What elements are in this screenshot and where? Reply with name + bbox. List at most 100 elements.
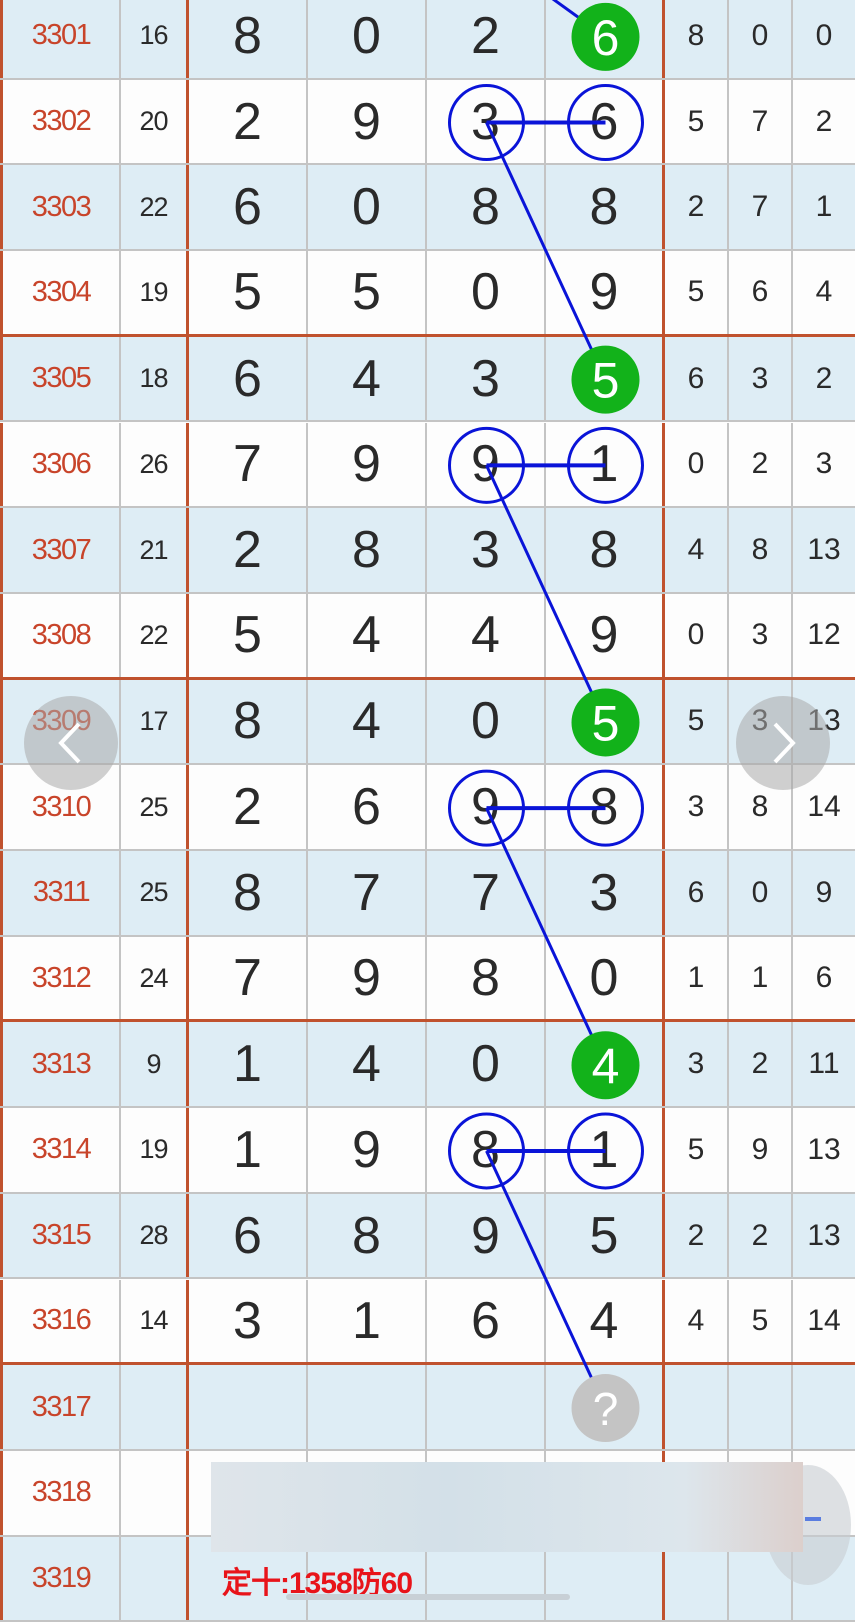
stat-cell: 12 — [807, 618, 841, 652]
stat-cell — [729, 1365, 793, 1449]
stat-cell: 7 — [729, 79, 793, 164]
issue-number: 3312 — [0, 936, 121, 1020]
repeat-circle — [567, 769, 644, 847]
digit-cell: 0 — [427, 251, 546, 334]
green-ball — [571, 2, 640, 71]
sum-value: 14 — [121, 1279, 189, 1363]
table-row: 3307 21 2 8 3 8 4 8 13 — [0, 508, 855, 594]
table-row: 3306 26 7 9 9 1 0 2 3 — [0, 422, 855, 509]
stat-cell: 2 — [665, 1193, 729, 1278]
digit-cell: 2 — [189, 765, 308, 849]
sum-value: 25 — [121, 851, 189, 935]
digit-cell: 9 — [308, 1108, 427, 1192]
digit-cell: 8 — [189, 0, 308, 78]
digit-cell: 7 — [189, 936, 308, 1020]
digit-cell: 5 — [308, 251, 427, 334]
issue-number: 3307 — [0, 508, 121, 592]
issue-number: 3306 — [0, 422, 121, 507]
digit-cell: 7 — [427, 851, 546, 935]
sum-value: 17 — [121, 679, 189, 764]
home-indicator[interactable] — [286, 1594, 570, 1600]
stat-cell: 2 — [815, 104, 833, 138]
digit-cell: 9 — [427, 1193, 546, 1278]
table-row: 3304 19 5 5 0 9 5 6 4 — [0, 251, 855, 337]
stat-cell: 1 — [665, 936, 729, 1020]
stat-cell — [665, 1365, 729, 1449]
digit-cell: 0 — [427, 679, 546, 764]
digit-cell: 9 — [308, 422, 427, 507]
digit-cell — [308, 1536, 427, 1621]
stat-cell: 5 — [665, 251, 729, 334]
green-ball — [571, 1031, 640, 1100]
sum-value: 19 — [121, 1108, 189, 1192]
minus-icon — [805, 1517, 821, 1521]
digit-cell: 0 — [308, 0, 427, 78]
stat-cell: 14 — [807, 1303, 841, 1337]
stat-cell: 0 — [729, 0, 793, 78]
stat-cell: 7 — [729, 165, 793, 250]
sum-value — [121, 1536, 189, 1621]
digit-cell: 3 — [427, 508, 546, 592]
stat-cell: 0 — [665, 593, 729, 677]
digit-cell — [546, 1365, 665, 1449]
digit-cell: 5 — [189, 251, 308, 334]
issue-number: 3315 — [0, 1193, 121, 1278]
repeat-circle — [567, 1112, 644, 1190]
prev-button[interactable] — [24, 696, 118, 790]
repeat-circle — [567, 426, 644, 504]
sum-value: 28 — [121, 1193, 189, 1278]
digit-cell: 4 — [308, 593, 427, 677]
table-row: 3309178405313 — [0, 679, 855, 766]
stat-cell: 11 — [808, 1047, 840, 1081]
repeat-circle — [567, 84, 644, 162]
trend-line — [485, 121, 607, 381]
repeat-circle — [448, 1112, 525, 1190]
issue-number: 3316 — [0, 1279, 121, 1363]
digit-cell — [189, 1365, 308, 1449]
stat-cell: 0 — [729, 851, 793, 935]
sum-value: 21 — [121, 508, 189, 592]
table-row: 3301 16 8 0 2 8 0 0 — [0, 0, 855, 80]
table-row: 3316 14 3 1 6 4 4 5 14 — [0, 1279, 855, 1366]
issue-number: 3310 — [0, 765, 121, 849]
digit-cell: 1 — [189, 1022, 308, 1107]
issue-number: 3308 — [0, 593, 121, 677]
stat-cell: 8 — [729, 508, 793, 592]
stat-cell: 2 — [815, 361, 833, 395]
table-row: 3305 18 6 4 3 6 3 2 — [0, 336, 855, 423]
question-mark-icon: ? — [593, 1383, 619, 1435]
repeat-circle — [448, 426, 525, 504]
digit-cell: 4 — [308, 336, 427, 421]
stat-cell: 3 — [815, 447, 833, 481]
digit-cell — [308, 1365, 427, 1449]
stat-cell: 5 — [729, 1279, 793, 1363]
sum-value: 22 — [121, 165, 189, 250]
stat-cell: 0 — [815, 18, 833, 52]
stat-cell: 5 — [665, 1108, 729, 1192]
digit-cell: 9 — [308, 936, 427, 1020]
table-row: 3302 20 2 9 3 6 5 7 2 — [0, 79, 855, 166]
issue-number: 3302 — [0, 79, 121, 164]
sum-value: 20 — [121, 79, 189, 164]
next-button[interactable] — [736, 696, 830, 790]
sum-value: 24 — [121, 936, 189, 1020]
digit-cell: 6 — [308, 765, 427, 849]
stat-cell: 3 — [729, 336, 793, 421]
digit-cell: 6 — [189, 1193, 308, 1278]
stat-cell: 2 — [729, 1022, 793, 1107]
digit-cell — [546, 1536, 665, 1621]
stat-cell: 5 — [665, 679, 729, 764]
sum-value: 25 — [121, 765, 189, 849]
digit-cell: 9 — [308, 79, 427, 164]
table-row: 3315 28 6 8 9 5 2 2 13 — [0, 1193, 855, 1280]
stat-cell: 9 — [729, 1108, 793, 1192]
unknown-ball[interactable] — [571, 1374, 640, 1443]
sum-value: 9 — [121, 1022, 189, 1107]
stat-cell: 13 — [807, 1218, 841, 1252]
stat-cell: 3 — [665, 765, 729, 849]
issue-number: 3304 — [0, 251, 121, 334]
digit-cell: 8 — [189, 851, 308, 935]
blurred-banner — [211, 1462, 803, 1552]
issue-number: 3317 — [0, 1365, 121, 1449]
